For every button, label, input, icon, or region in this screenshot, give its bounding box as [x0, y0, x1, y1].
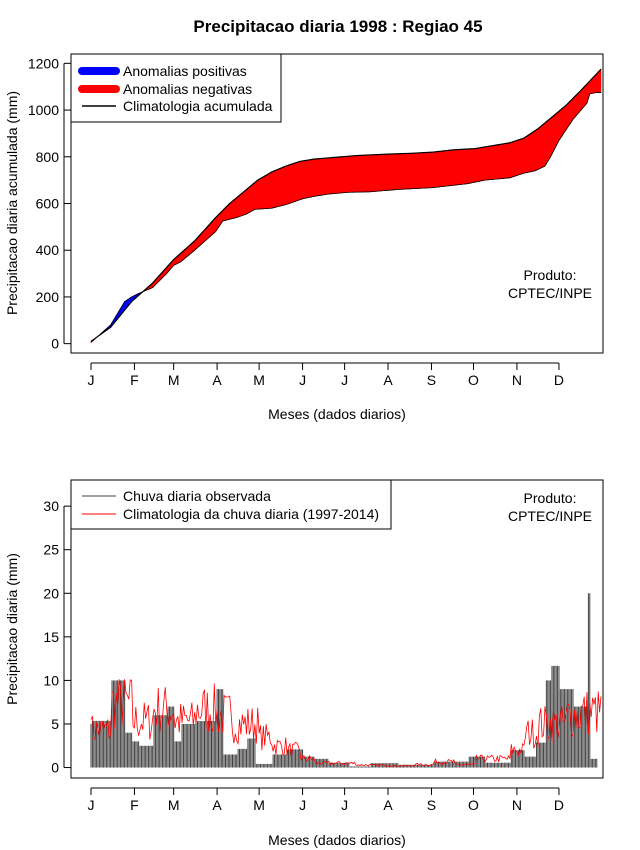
- daily-climatology-line: [90, 679, 602, 768]
- bottom-y-tick-label: 30: [43, 498, 59, 514]
- top-y-tick-label: 600: [36, 196, 60, 212]
- bottom-x-tick-label: J: [88, 797, 95, 813]
- top-x-tick-label: J: [88, 372, 95, 388]
- bottom-x-tick-label: M: [168, 797, 180, 813]
- top-y-tick-label: 0: [51, 336, 59, 352]
- daily-plot-area: 0 5 10 15 20 25 30 J F M A M J J A S O N D: [43, 479, 604, 813]
- top-y-tick-label: 400: [36, 242, 60, 258]
- bottom-product-name: CPTEC/INPE: [508, 508, 592, 524]
- legend-negative-label: Anomalias negativas: [123, 81, 252, 97]
- legend-observed-label: Chuva diaria observada: [123, 488, 271, 504]
- bottom-y-tick-label: 15: [43, 629, 59, 645]
- top-x-tick-label: F: [130, 372, 139, 388]
- cumulative-chart: 0 200 400 600 800 1000 1200 J F M A M J J A S O N D Meses …: [4, 53, 604, 422]
- top-x-tick-label: M: [168, 372, 180, 388]
- bottom-x-tick-label: D: [554, 797, 564, 813]
- top-x-tick-label: O: [468, 372, 479, 388]
- bottom-y-tick-label: 5: [51, 716, 59, 732]
- top-x-tick-label: S: [427, 372, 436, 388]
- top-product-label: Produto:: [524, 267, 577, 283]
- top-x-tick-label: A: [383, 372, 393, 388]
- bottom-x-tick-label: J: [341, 797, 348, 813]
- top-y-tick-label: 1000: [28, 102, 59, 118]
- top-x-tick-label: D: [554, 372, 564, 388]
- climatology-cumulative-line: [90, 68, 602, 342]
- top-x-axis-label: Meses (dados diarios): [268, 406, 406, 422]
- bottom-x-tick-label: N: [512, 797, 522, 813]
- bottom-x-tick-label: A: [212, 797, 222, 813]
- top-x-tick-label: J: [341, 372, 348, 388]
- top-x-tick-label: J: [299, 372, 306, 388]
- top-y-tick-label: 1200: [28, 55, 59, 71]
- top-x-tick-label: N: [512, 372, 522, 388]
- cumulative-plot-area: 0 200 400 600 800 1000 1200 J F M A M J J A S O N D: [28, 53, 604, 388]
- top-x-tick-label: M: [253, 372, 265, 388]
- top-product-name: CPTEC/INPE: [508, 285, 592, 301]
- bottom-y-axis-label: Precipitacao diaria (mm): [4, 553, 20, 705]
- bottom-x-axis-label: Meses (dados diarios): [268, 832, 406, 848]
- figure-title: Precipitacao diaria 1998 : Regiao 45: [193, 17, 482, 36]
- legend-positive-label: Anomalias positivas: [123, 63, 247, 79]
- bottom-legend: Chuva diaria observada Climatologia da c…: [70, 479, 392, 530]
- bottom-x-tick-label: O: [468, 797, 479, 813]
- legend-clim-daily-label: Climatologia da chuva diaria (1997-2014): [123, 506, 379, 522]
- bottom-x-tick-label: M: [253, 797, 265, 813]
- legend-climatology-label: Climatologia acumulada: [123, 98, 273, 114]
- top-y-tick-label: 800: [36, 149, 60, 165]
- bottom-y-tick-label: 25: [43, 542, 59, 558]
- top-y-tick-label: 200: [36, 289, 60, 305]
- bottom-x-tick-label: F: [130, 797, 139, 813]
- bottom-product-label: Produto:: [524, 490, 577, 506]
- bottom-x-tick-label: J: [299, 797, 306, 813]
- daily-chart: 0 5 10 15 20 25 30 J F M A M J J A S O N D Meses (dados di…: [4, 479, 604, 848]
- bottom-y-tick-label: 0: [51, 760, 59, 776]
- top-legend: Anomalias positivas Anomalias negativas …: [70, 53, 282, 123]
- bottom-x-tick-label: A: [383, 797, 393, 813]
- bottom-y-tick-label: 10: [43, 672, 59, 688]
- bottom-legend-box: [70, 479, 392, 530]
- bottom-x-tick-label: S: [427, 797, 436, 813]
- top-x-tick-label: A: [212, 372, 222, 388]
- observed-cumulative-line: [90, 92, 601, 343]
- bottom-y-tick-label: 20: [43, 585, 59, 601]
- top-y-axis-label: Precipitacao diaria acumulada (mm): [4, 91, 20, 315]
